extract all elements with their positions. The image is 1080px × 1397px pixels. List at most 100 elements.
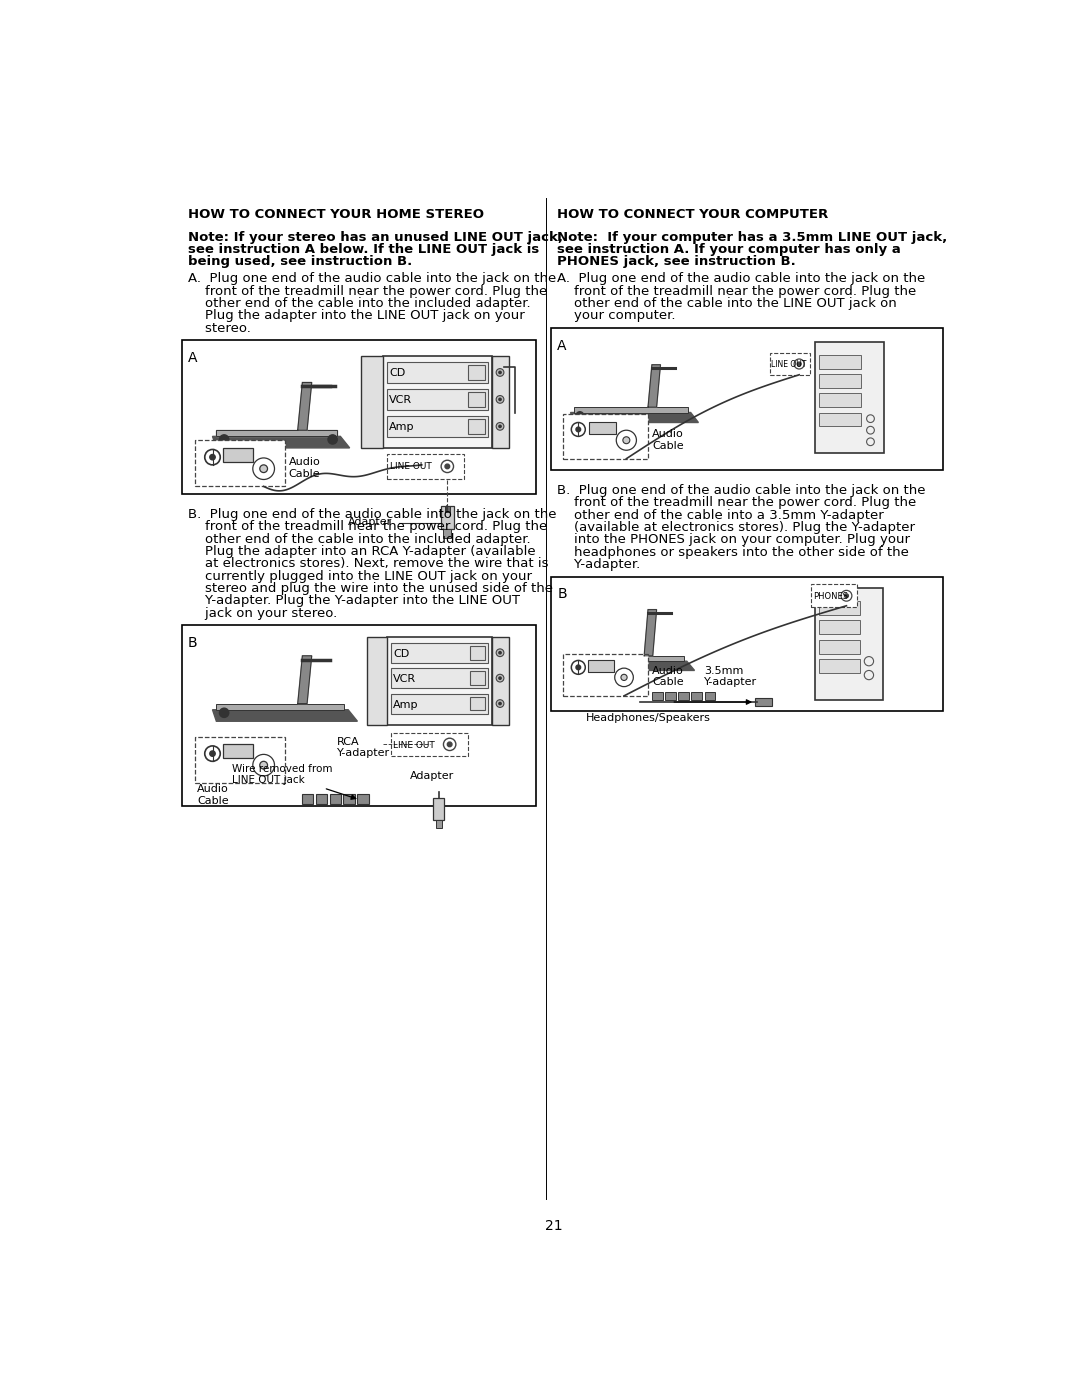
Polygon shape — [644, 609, 657, 655]
Circle shape — [499, 398, 501, 401]
Circle shape — [864, 657, 874, 666]
Circle shape — [205, 746, 220, 761]
Bar — [391, 733, 469, 756]
Bar — [819, 374, 861, 388]
Text: see instruction A. If your computer has only a: see instruction A. If your computer has … — [557, 243, 901, 256]
Bar — [665, 692, 676, 700]
Circle shape — [499, 651, 501, 654]
Bar — [819, 412, 861, 426]
Bar — [704, 692, 715, 700]
Text: Note: If your stereo has an unused LINE OUT jack,: Note: If your stereo has an unused LINE … — [188, 231, 563, 244]
Circle shape — [496, 675, 504, 682]
Text: Wire removed from
LINE OUT jack: Wire removed from LINE OUT jack — [232, 764, 355, 799]
Polygon shape — [213, 710, 357, 721]
Text: 21: 21 — [544, 1218, 563, 1232]
Bar — [301, 795, 313, 803]
Bar — [181, 624, 537, 806]
Bar — [819, 355, 861, 369]
Text: at electronics stores). Next, remove the wire that is: at electronics stores). Next, remove the… — [188, 557, 549, 570]
Bar — [470, 645, 485, 659]
Text: A: A — [188, 351, 198, 365]
Circle shape — [496, 395, 504, 404]
Bar — [819, 659, 860, 673]
Bar — [383, 355, 491, 448]
Text: CD: CD — [393, 648, 409, 659]
Bar — [391, 668, 488, 689]
Text: Plug the adapter into an RCA Y-adapter (available: Plug the adapter into an RCA Y-adapter (… — [188, 545, 536, 557]
Text: Y-adapter. Plug the Y-adapter into the LINE OUT: Y-adapter. Plug the Y-adapter into the L… — [188, 594, 519, 608]
Text: your computer.: your computer. — [557, 309, 676, 323]
Text: LINE OUT: LINE OUT — [390, 462, 432, 471]
Text: headphones or speakers into the other side of the: headphones or speakers into the other si… — [557, 546, 909, 559]
Text: LINE OUT: LINE OUT — [393, 740, 435, 750]
Text: Adapter: Adapter — [348, 517, 392, 527]
Circle shape — [328, 434, 337, 444]
Text: front of the treadmill near the power cord. Plug the: front of the treadmill near the power co… — [557, 496, 917, 510]
Bar — [590, 422, 616, 434]
Circle shape — [576, 427, 581, 432]
Text: B.  Plug one end of the audio cable into the jack on the: B. Plug one end of the audio cable into … — [188, 509, 556, 521]
Bar — [819, 601, 860, 615]
Text: A: A — [557, 338, 567, 352]
Text: other end of the cable into a 3.5mm Y-adapter: other end of the cable into a 3.5mm Y-ad… — [557, 509, 885, 521]
Text: B: B — [557, 587, 567, 601]
Bar — [367, 637, 387, 725]
Bar — [433, 798, 444, 820]
Polygon shape — [570, 661, 694, 671]
Text: VCR: VCR — [393, 675, 416, 685]
Circle shape — [499, 425, 501, 427]
Text: Note:  If your computer has a 3.5mm LINE OUT jack,: Note: If your computer has a 3.5mm LINE … — [557, 231, 947, 244]
Bar — [491, 355, 509, 448]
Bar — [589, 661, 613, 672]
Bar — [387, 637, 491, 725]
Circle shape — [621, 675, 627, 680]
Bar — [819, 620, 860, 634]
Bar — [391, 643, 488, 662]
Text: Adapter: Adapter — [410, 771, 455, 781]
Text: 3.5mm
Y-adapter: 3.5mm Y-adapter — [704, 666, 757, 687]
Bar — [470, 671, 485, 685]
Bar — [814, 342, 885, 453]
Circle shape — [219, 708, 229, 718]
Circle shape — [205, 450, 220, 465]
Bar — [819, 393, 861, 407]
Bar — [573, 655, 684, 661]
Circle shape — [445, 464, 449, 469]
Circle shape — [496, 648, 504, 657]
Text: CD: CD — [389, 367, 405, 377]
Bar — [362, 355, 383, 448]
Circle shape — [841, 591, 852, 601]
Text: front of the treadmill near the power cord. Plug the: front of the treadmill near the power co… — [188, 520, 546, 534]
Bar — [387, 415, 488, 437]
Circle shape — [571, 661, 585, 675]
Circle shape — [496, 700, 504, 707]
Bar — [573, 407, 688, 412]
Text: (available at electronics stores). Plug the Y-adapter: (available at electronics stores). Plug … — [557, 521, 916, 534]
Polygon shape — [213, 436, 350, 448]
Text: Audio
Cable: Audio Cable — [652, 429, 684, 451]
Bar — [224, 448, 253, 462]
Bar — [652, 692, 663, 700]
Bar — [469, 391, 485, 407]
Bar — [470, 697, 485, 711]
Text: RCA
Y-adapter: RCA Y-adapter — [337, 736, 390, 759]
Circle shape — [260, 761, 268, 768]
Bar — [441, 506, 454, 529]
Circle shape — [576, 412, 583, 419]
Bar — [814, 588, 882, 700]
Polygon shape — [648, 365, 661, 407]
Circle shape — [499, 678, 501, 679]
Circle shape — [866, 437, 875, 446]
Bar — [770, 353, 810, 374]
Bar — [444, 529, 451, 538]
Circle shape — [253, 754, 274, 775]
Bar — [551, 577, 943, 711]
Bar — [343, 795, 355, 803]
Bar — [469, 419, 485, 434]
Text: B.  Plug one end of the audio cable into the jack on the: B. Plug one end of the audio cable into … — [557, 485, 926, 497]
Circle shape — [617, 430, 636, 450]
Bar — [216, 430, 337, 436]
Circle shape — [253, 458, 274, 479]
Circle shape — [210, 454, 215, 460]
Circle shape — [571, 422, 585, 436]
